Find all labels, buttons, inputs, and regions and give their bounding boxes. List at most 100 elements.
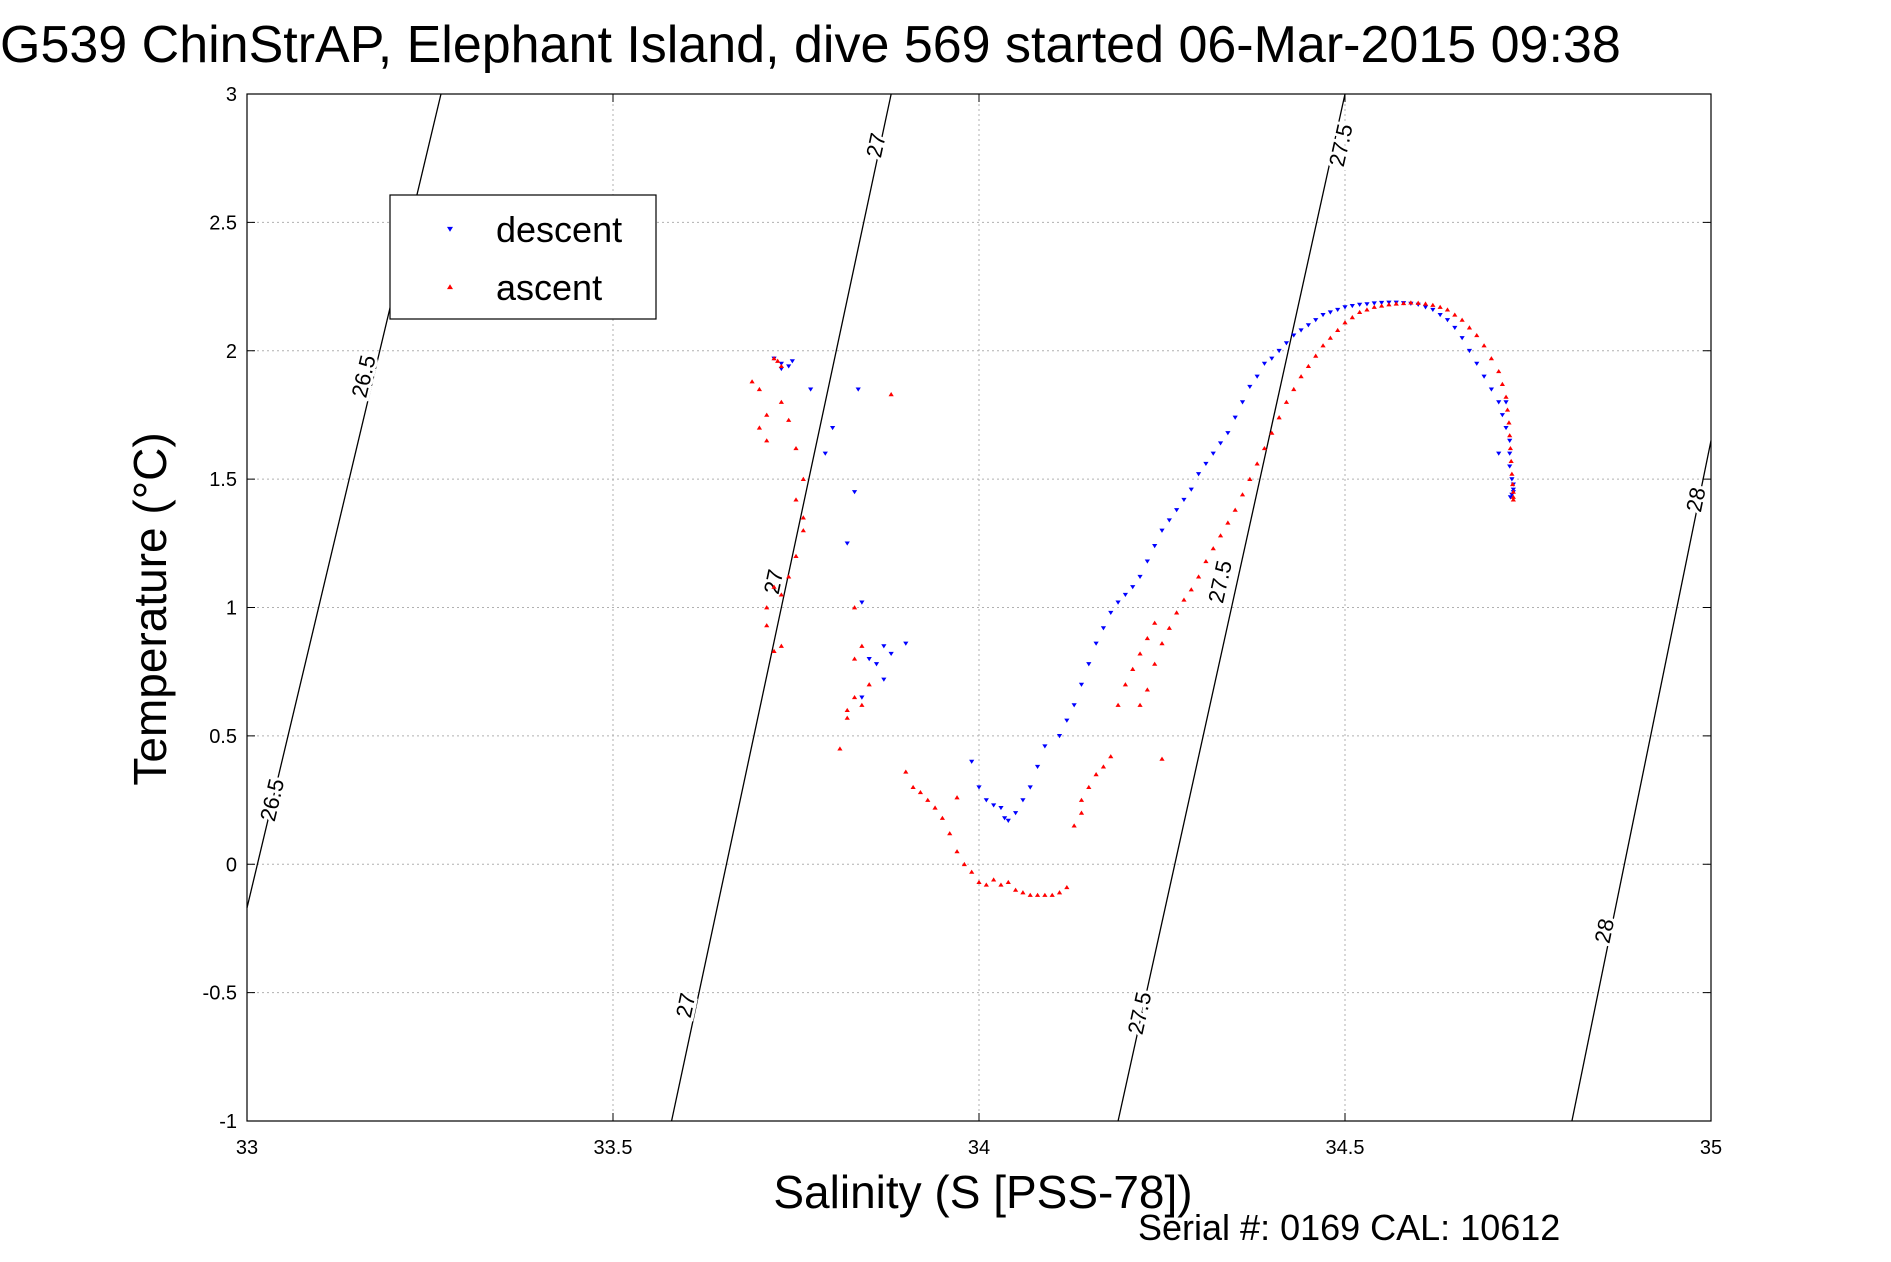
descent-point: [1137, 574, 1143, 580]
ascent-point: [903, 769, 909, 774]
ascent-point: [756, 386, 762, 392]
ascent-point: [786, 574, 792, 579]
y-tick-label: 0: [226, 854, 237, 876]
ascent-point: [925, 797, 931, 802]
descent-point: [1459, 336, 1465, 341]
descent-point: [1020, 798, 1026, 803]
contour-label: 27.5: [1203, 558, 1237, 605]
descent-point: [1488, 387, 1494, 392]
ascent-point: [1174, 610, 1180, 615]
ascent-point: [1357, 309, 1363, 315]
ascent-point: [1371, 304, 1377, 309]
ascent-point: [1510, 494, 1516, 499]
ascent-point: [1020, 890, 1026, 895]
density-contour-line: [670, 93, 892, 1122]
descent-point: [1166, 518, 1172, 523]
descent-point: [1027, 785, 1033, 790]
ascent-point: [1444, 307, 1451, 312]
ascent-point: [1254, 461, 1260, 466]
descent-point: [1225, 431, 1231, 436]
descent-point: [1100, 626, 1107, 631]
descent-point: [1298, 328, 1304, 333]
ascent-point: [1144, 635, 1150, 641]
descent-point: [1108, 610, 1114, 615]
descent-point: [1034, 764, 1041, 770]
ascent-point: [1144, 687, 1150, 692]
descent-point: [1254, 374, 1260, 379]
ascent-point: [1005, 879, 1011, 885]
ascent-point: [800, 528, 806, 533]
descent-point: [1232, 415, 1238, 420]
ascent-point: [1100, 764, 1107, 769]
contour-label: 28: [1590, 916, 1619, 945]
ascent-point: [800, 515, 806, 520]
ascent-point: [851, 656, 858, 661]
x-tick-label: 33: [236, 1137, 258, 1159]
grid: [247, 94, 1711, 1121]
ascent-point: [1232, 507, 1238, 512]
descent-point: [1335, 307, 1341, 313]
ascent-point: [1122, 682, 1128, 687]
descent-point: [1474, 361, 1480, 366]
ascent-point: [1152, 661, 1158, 666]
ascent-point: [793, 445, 799, 451]
descent-point: [1196, 472, 1202, 477]
descent-point: [976, 785, 982, 790]
contour-label: 28: [1681, 485, 1710, 514]
ascent-point: [1056, 890, 1063, 895]
ascent-point: [1298, 374, 1304, 379]
ascent-point: [793, 497, 799, 502]
ascent-point: [800, 476, 806, 481]
descent-point: [873, 662, 880, 667]
descent-point: [969, 759, 975, 764]
ascent-point: [786, 417, 792, 422]
ascent-point: [1078, 810, 1085, 815]
ascent-point: [1276, 415, 1282, 420]
ascent-point: [1313, 353, 1319, 358]
ascent-point: [1159, 641, 1165, 646]
ascent-point: [1013, 887, 1019, 892]
ascent-point: [1474, 333, 1480, 338]
ascent-point: [954, 849, 960, 854]
descent-point: [888, 651, 894, 657]
descent-point: [1481, 374, 1487, 379]
descent-point: [903, 641, 909, 646]
contour-label: 27.5: [1123, 989, 1157, 1036]
ascent-point: [778, 643, 784, 648]
descent-point: [1093, 641, 1099, 646]
descent-point: [1503, 425, 1509, 431]
ascent-point: [837, 746, 843, 751]
ascent-point: [1507, 445, 1514, 451]
ascent-point: [1503, 394, 1509, 399]
ascent-point: [983, 882, 989, 887]
ascent-point: [1422, 301, 1429, 306]
ascent-point: [1247, 476, 1253, 481]
descent-point: [1261, 361, 1268, 366]
descent-point: [1342, 305, 1348, 310]
descent-point: [1503, 400, 1509, 405]
ascent-point: [1217, 533, 1224, 538]
descent-point: [1269, 356, 1275, 361]
y-tick-label: 0.5: [209, 726, 237, 748]
descent-point: [983, 798, 989, 803]
descent-point: [851, 490, 858, 495]
ascent-point: [771, 356, 777, 361]
descent-point: [1013, 811, 1019, 816]
ascent-point: [1349, 315, 1355, 320]
contour-label: 26.5: [347, 353, 381, 400]
ascent-point: [851, 605, 858, 610]
descent-point: [1507, 464, 1513, 469]
descent-point: [1509, 477, 1515, 482]
ascent-point: [866, 682, 872, 687]
ascent-point: [917, 790, 924, 795]
ascent-point: [1108, 754, 1114, 759]
ascent-point: [1509, 471, 1515, 476]
y-tick-label: 1.5: [209, 469, 237, 491]
descent-point: [1144, 559, 1150, 564]
contour-label: 27: [861, 131, 891, 160]
ascent-point: [1137, 702, 1143, 707]
descent-point: [866, 657, 872, 662]
ascent-point: [1415, 300, 1421, 305]
ascent-point: [749, 379, 755, 384]
ascent-point: [961, 861, 967, 867]
